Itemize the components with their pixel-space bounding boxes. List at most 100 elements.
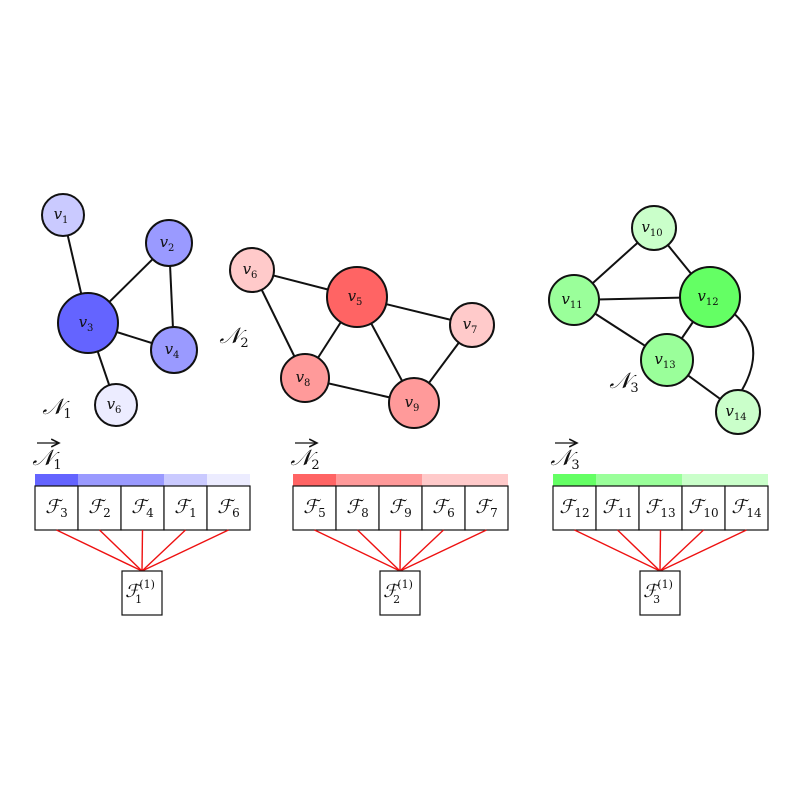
- feature-cell-n2-0: [292, 485, 337, 531]
- aggregation-line-n3-0: [574, 529, 661, 572]
- importance-bar-n1-3: [164, 474, 207, 486]
- output-label-n1: ℱ(1) 1: [125, 578, 155, 606]
- group-n3: v10 v11 v12 v13 v14 𝒩3 𝒩3 ℱ12 ℱ11 ℱ13 ℱ10 ℱ14 ℱ(1) 3: [548, 205, 769, 616]
- output-cell-n2: [379, 570, 421, 616]
- importance-bar-n2-1: [336, 474, 379, 486]
- feature-cell-n2-3: [421, 485, 466, 531]
- node-v10: [631, 205, 677, 251]
- feature-label-n1-0: ℱ3: [45, 496, 68, 520]
- aggregation-line-n1-1: [99, 529, 143, 572]
- node-label-v2: v2: [160, 233, 175, 254]
- node-label-v6: v6: [243, 260, 258, 281]
- feature-label-n2-2: ℱ9: [389, 496, 412, 520]
- aggregation-line-n1-0: [56, 529, 143, 572]
- feature-cell-n3-3: [681, 485, 726, 531]
- node-v11: [548, 274, 600, 326]
- node-label-v10: v10: [641, 218, 662, 239]
- feature-cell-n1-0: [34, 485, 79, 531]
- node-label-v9: v9: [405, 393, 420, 414]
- importance-bar-n3-3: [682, 474, 725, 486]
- feature-label-n3-4: ℱ14: [731, 496, 762, 520]
- importance-bar-n1-4: [207, 474, 250, 486]
- feature-label-n1-1: ℱ2: [88, 496, 111, 520]
- output-label-n3: ℱ(1) 3: [643, 578, 673, 606]
- node-v8: [280, 353, 330, 403]
- node-label-v14: v14: [725, 402, 746, 423]
- node-label-v6: v6: [107, 395, 122, 416]
- aggregation-line-n3-2: [659, 529, 662, 572]
- feature-cell-n3-0: [552, 485, 597, 531]
- node-v1: [41, 193, 85, 237]
- aggregation-line-n2-0: [314, 529, 401, 572]
- feature-label-n2-4: ℱ7: [475, 496, 498, 520]
- node-label-v3: v3: [79, 313, 94, 334]
- group-n1: v1 v2 v3 v4 v6 𝒩1 𝒩1 ℱ3 ℱ2 ℱ4 ℱ1 ℱ6 ℱ(1) 1: [32, 193, 251, 616]
- node-label-v5: v5: [348, 287, 363, 308]
- aggregation-line-n1-4: [141, 529, 229, 572]
- aggregation-line-n2-3: [399, 529, 444, 572]
- group-name-n1: 𝒩1: [42, 395, 71, 422]
- feature-cell-n3-1: [595, 485, 640, 531]
- group-n2: v6 v5 v7 v8 v9 𝒩2 𝒩2 ℱ5 ℱ8 ℱ9 ℱ6 ℱ7 ℱ(1) 2: [219, 247, 509, 616]
- feature-label-n1-4: ℱ6: [217, 496, 240, 520]
- feature-cell-n2-1: [335, 485, 380, 531]
- output-cell-n1: [121, 570, 163, 616]
- node-v3: [57, 292, 119, 354]
- feature-cell-n2-2: [378, 485, 423, 531]
- feature-cell-n1-4: [206, 485, 251, 531]
- feature-label-n1-2: ℱ4: [131, 496, 154, 520]
- aggregation-line-n2-1: [357, 529, 401, 572]
- ordered-set-label-n2: 𝒩2: [290, 446, 319, 473]
- importance-bar-n2-0: [293, 474, 336, 486]
- importance-bar-n2-2: [379, 474, 422, 486]
- feature-label-n2-0: ℱ5: [303, 496, 326, 520]
- feature-label-n2-3: ℱ6: [432, 496, 455, 520]
- feature-label-n3-0: ℱ12: [559, 496, 589, 520]
- node-v12: [679, 266, 741, 328]
- importance-bar-n2-3: [422, 474, 465, 486]
- aggregation-line-n2-2: [399, 529, 402, 572]
- node-v6: [229, 247, 275, 293]
- node-label-v13: v13: [654, 350, 675, 371]
- node-v4: [150, 326, 198, 374]
- feature-cell-n2-4: [464, 485, 509, 531]
- group-name-n2: 𝒩2: [219, 324, 248, 351]
- output-cell-n3: [639, 570, 681, 616]
- node-v13: [640, 333, 694, 387]
- output-label-n2: ℱ(1) 2: [383, 578, 413, 606]
- feature-label-n2-1: ℱ8: [346, 496, 369, 520]
- aggregation-line-n3-1: [617, 529, 661, 572]
- aggregation-line-n3-4: [659, 529, 747, 572]
- importance-bar-n3-1: [596, 474, 639, 486]
- node-v14: [715, 389, 761, 435]
- edge-v12-v14: [733, 312, 755, 391]
- aggregation-line-n1-3: [141, 529, 186, 572]
- feature-cell-n1-2: [120, 485, 165, 531]
- node-v5: [326, 266, 388, 328]
- node-label-v4: v4: [165, 340, 180, 361]
- node-v7: [449, 302, 495, 348]
- node-v9: [388, 377, 440, 429]
- feature-label-n3-2: ℱ13: [645, 496, 675, 520]
- importance-bar-n3-4: [725, 474, 768, 486]
- node-label-v12: v12: [697, 287, 718, 308]
- node-label-v1: v1: [54, 205, 69, 226]
- importance-bar-n1-2: [121, 474, 164, 486]
- ordered-set-label-n1: 𝒩1: [32, 446, 61, 473]
- feature-label-n3-3: ℱ10: [688, 496, 718, 520]
- node-label-v7: v7: [463, 315, 478, 336]
- node-label-v8: v8: [296, 368, 311, 389]
- importance-bar-n3-2: [639, 474, 682, 486]
- aggregation-line-n1-2: [141, 529, 144, 572]
- aggregation-line-n3-3: [659, 529, 704, 572]
- feature-label-n1-3: ℱ1: [174, 496, 197, 520]
- group-name-n3: 𝒩3: [609, 369, 638, 396]
- feature-label-n3-1: ℱ11: [602, 496, 632, 520]
- node-label-v11: v11: [561, 290, 582, 311]
- importance-bar-n1-1: [78, 474, 121, 486]
- node-v6: [94, 383, 138, 427]
- ordered-set-label-n3: 𝒩3: [550, 446, 579, 473]
- node-v2: [145, 219, 193, 267]
- importance-bar-n2-4: [465, 474, 508, 486]
